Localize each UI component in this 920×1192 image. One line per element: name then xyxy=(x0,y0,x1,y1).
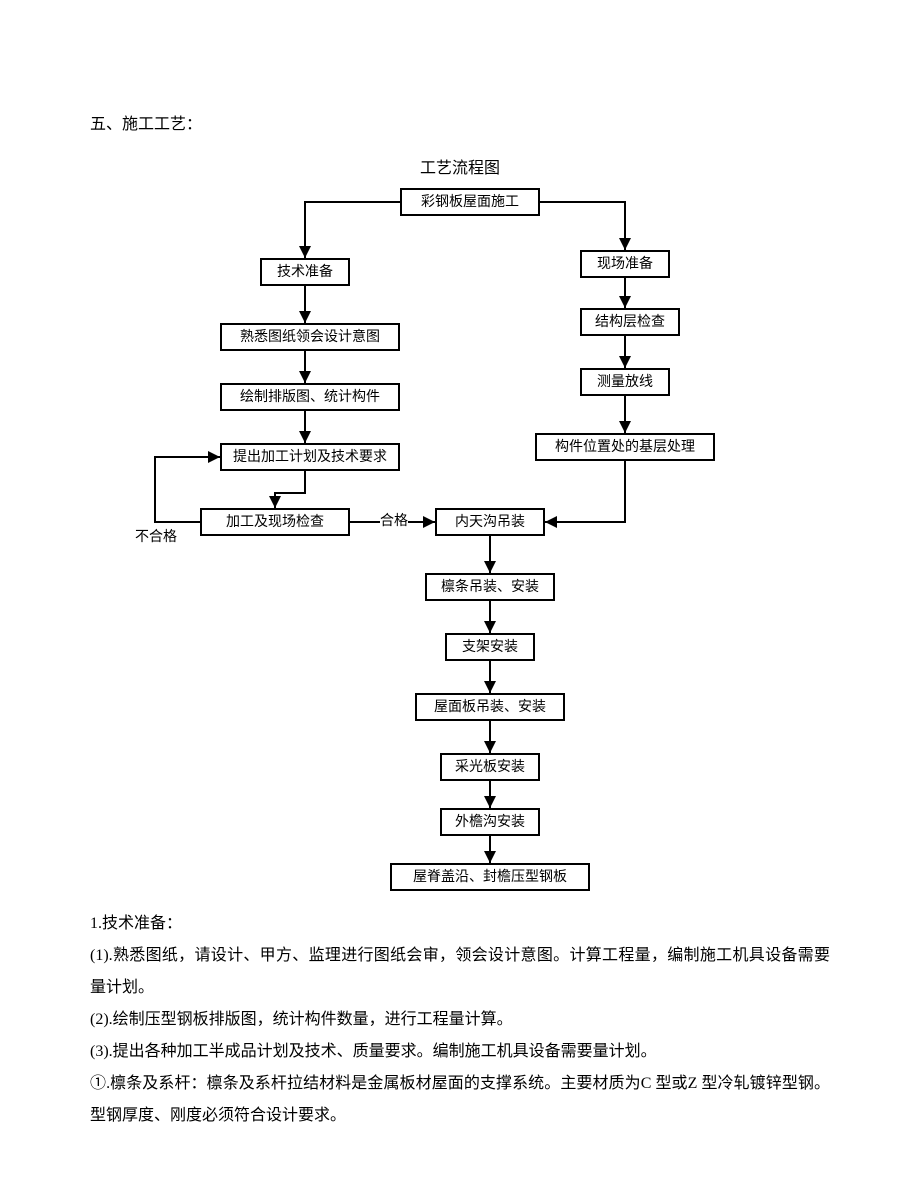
paragraph: (3).提出各种加工半成品计划及技术、质量要求。编制施工机具设备需要量计划。 xyxy=(90,1036,830,1068)
flowchart-node: 采光板安装 xyxy=(440,753,540,781)
section-heading: 五、施工工艺： xyxy=(90,110,830,134)
paragraph: ①.檩条及系杆：檩条及系杆拉结材料是金属板材屋面的支撑系统。主要材质为C 型或Z… xyxy=(90,1068,830,1132)
flowchart-node: 内天沟吊装 xyxy=(435,508,545,536)
flowchart-node: 檩条吊装、安装 xyxy=(425,573,555,601)
flowchart-edges xyxy=(90,188,830,888)
flowchart-node: 彩钢板屋面施工 xyxy=(400,188,540,216)
flowchart-edge-label: 合格 xyxy=(380,510,408,530)
flowchart-node: 屋面板吊装、安装 xyxy=(415,693,565,721)
flowchart-node: 结构层检查 xyxy=(580,308,680,336)
flowchart-edge-label: 不合格 xyxy=(135,526,177,546)
paragraph: (1).熟悉图纸，请设计、甲方、监理进行图纸会审，领会设计意图。计算工程量，编制… xyxy=(90,940,830,1004)
flowchart-node: 测量放线 xyxy=(580,368,670,396)
flowchart-node: 支架安装 xyxy=(445,633,535,661)
flowchart-node: 外檐沟安装 xyxy=(440,808,540,836)
paragraph: (2).绘制压型钢板排版图，统计构件数量，进行工程量计算。 xyxy=(90,1004,830,1036)
flowchart-node: 构件位置处的基层处理 xyxy=(535,433,715,461)
flowchart-node: 屋脊盖沿、封檐压型钢板 xyxy=(390,863,590,891)
flowchart-title: 工艺流程图 xyxy=(90,154,830,178)
body-text: 1.技术准备： (1).熟悉图纸，请设计、甲方、监理进行图纸会审，领会设计意图。… xyxy=(90,908,830,1132)
document-page: 五、施工工艺： 工艺流程图 彩钢板屋面施工技术准备 现场准备熟悉图纸领会设计意图 结… xyxy=(0,0,920,1192)
flowchart-node: 绘制排版图、统计构件 xyxy=(220,383,400,411)
flowchart-node: 提出加工计划及技术要求 xyxy=(220,443,400,471)
process-flowchart: 彩钢板屋面施工技术准备 现场准备熟悉图纸领会设计意图 结构层检查绘制排版图、统计构件… xyxy=(90,188,830,888)
flowchart-node: 加工及现场检查 xyxy=(200,508,350,536)
paragraph: 1.技术准备： xyxy=(90,908,830,940)
flowchart-node: 技术准备 xyxy=(260,258,350,286)
flowchart-node: 熟悉图纸领会设计意图 xyxy=(220,323,400,351)
flowchart-node: 现场准备 xyxy=(580,250,670,278)
